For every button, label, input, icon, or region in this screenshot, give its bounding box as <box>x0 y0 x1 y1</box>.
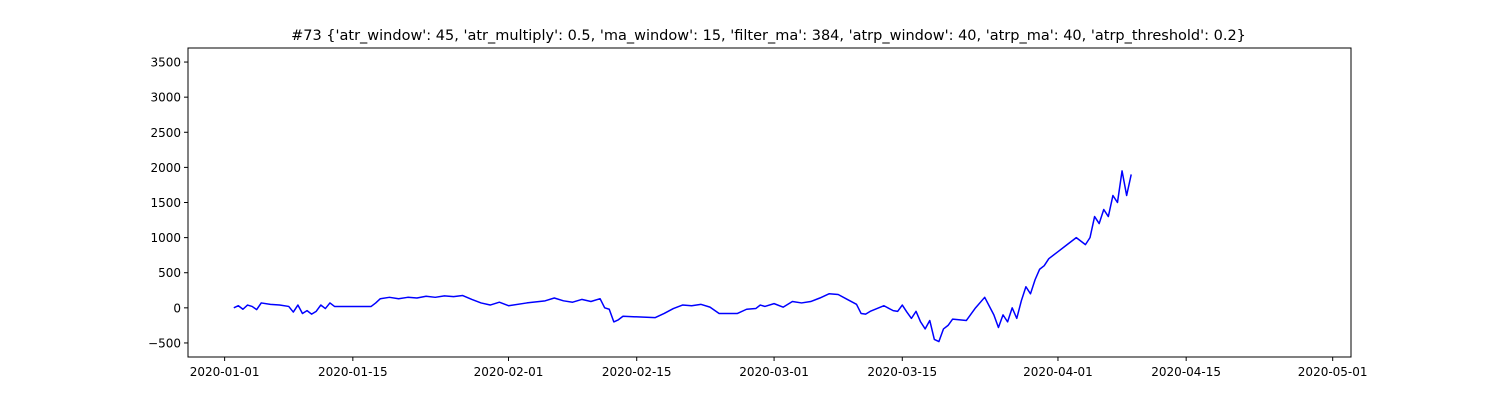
chart-title: #73 {'atr_window': 45, 'atr_multiply': 0… <box>291 28 1246 44</box>
y-tick-label: 500 <box>158 266 181 280</box>
y-tick-label: 0 <box>173 301 181 315</box>
x-tick-label: 2020-04-15 <box>1151 365 1221 379</box>
plot-area <box>233 170 1132 343</box>
y-tick-label: 2500 <box>150 126 181 140</box>
x-axis: 2020-01-01 2020-01-15 2020-02-01 2020-02-15… <box>190 357 1368 379</box>
y-tick-label: 1500 <box>150 196 181 210</box>
x-tick-label: 2020-04-01 <box>1023 365 1093 379</box>
y-tick-label: 3000 <box>150 91 181 105</box>
x-tick-label: 2020-02-15 <box>602 365 672 379</box>
y-tick-label: 3500 <box>150 56 181 70</box>
y-tick-label: −500 <box>148 336 181 350</box>
x-tick-label: 2020-02-01 <box>474 365 544 379</box>
plot-frame <box>187 47 1352 358</box>
x-tick-label: 2020-01-15 <box>318 365 388 379</box>
y-tick-label: 2000 <box>150 161 181 175</box>
x-tick-label: 2020-03-01 <box>739 365 809 379</box>
series-line <box>233 170 1132 343</box>
y-axis: −500 0 500 1000 1500 2000 2500 3000 3500 <box>148 56 188 350</box>
x-tick-label: 2020-05-01 <box>1298 365 1368 379</box>
y-tick-label: 1000 <box>150 231 181 245</box>
x-tick-label: 2020-01-01 <box>190 365 260 379</box>
x-tick-label: 2020-03-15 <box>867 365 937 379</box>
